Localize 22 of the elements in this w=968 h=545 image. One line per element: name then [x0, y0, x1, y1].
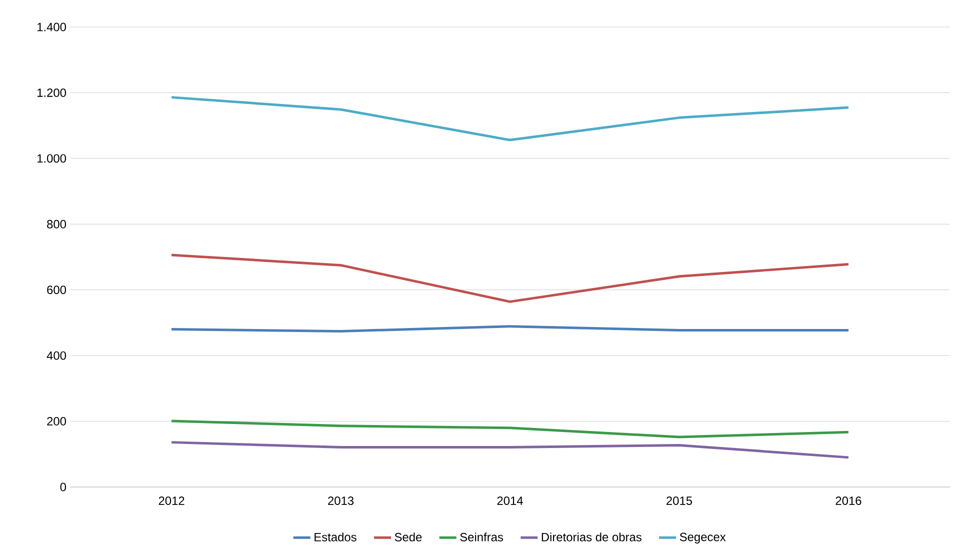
- y-tick-label: 1.400: [37, 22, 66, 32]
- legend-label: Diretorias de obras: [542, 532, 642, 542]
- legend-label: Sede: [394, 532, 422, 542]
- legend-label: Estados: [314, 532, 356, 542]
- x-tick-label: 2015: [666, 496, 692, 505]
- line-series: [170, 441, 850, 459]
- line-series: [170, 254, 850, 303]
- x-tick-label: 2013: [328, 496, 354, 505]
- x-tick-label: 2012: [158, 496, 184, 505]
- x-tick-label: 2016: [836, 496, 862, 505]
- x-tick-label: 2014: [497, 496, 523, 505]
- y-tick-label: 200: [47, 417, 66, 426]
- y-tick-label: 400: [46, 351, 66, 360]
- legend-label: Seinfras: [460, 532, 504, 542]
- y-tick-label: 0: [60, 482, 66, 492]
- legend-label: Segecex: [680, 532, 726, 544]
- line-series: [170, 420, 850, 438]
- y-tick-label: 1.000: [37, 154, 66, 163]
- y-tick-label: 600: [47, 286, 66, 294]
- y-tick-label: 1.200: [37, 88, 66, 97]
- line-series: [170, 96, 850, 142]
- y-tick-label: 800: [47, 220, 66, 228]
